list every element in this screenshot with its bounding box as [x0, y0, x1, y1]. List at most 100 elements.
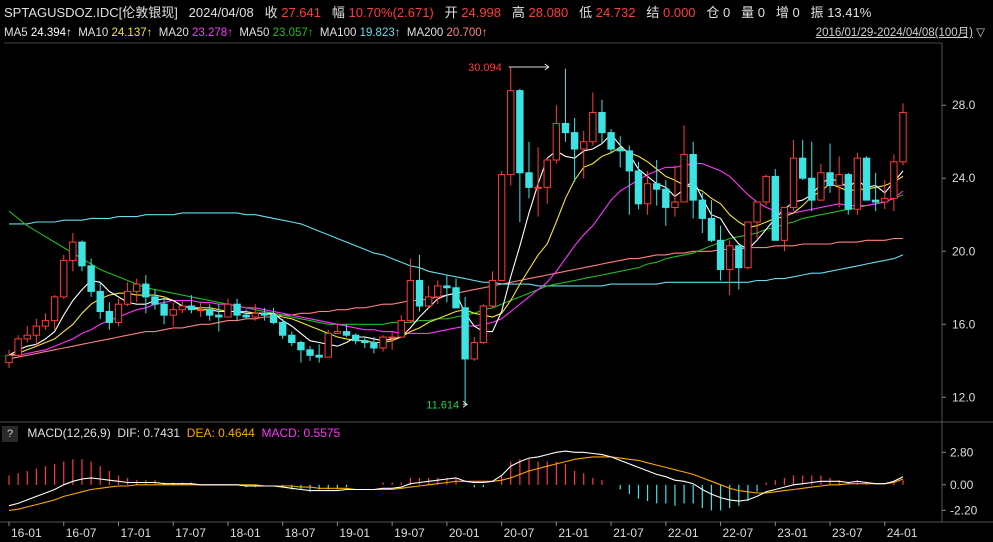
quote-header: SPTAGUSDOZ.IDC[伦敦银现] 2024/04/08 收 27.641… [4, 3, 871, 23]
oi-label: 仓 [706, 5, 720, 20]
candle-body-down [233, 303, 241, 316]
ma50-value: 23.057↑ [272, 27, 314, 39]
open-value: 24.998 [461, 5, 502, 20]
price-tick-label: 16.0 [952, 317, 976, 331]
ma200-value: 20.700↑ [446, 27, 488, 39]
ma100-label: MA100 [319, 27, 357, 39]
candle-body-up [133, 283, 141, 292]
candle-body-down [297, 342, 305, 351]
low-label: 低 [579, 5, 593, 20]
candle-body-down [269, 314, 278, 323]
time-tick-label: 17-01 [120, 526, 151, 540]
dea-label: DEA: [186, 426, 215, 440]
candle-body-up [397, 320, 405, 338]
candle-body-up [890, 161, 898, 199]
candle-body-up [680, 154, 688, 203]
candle-body-up [671, 201, 679, 208]
candle-body-down [798, 157, 807, 179]
macd-tick-label: -2.20 [950, 503, 978, 517]
candle-body-up [23, 334, 31, 340]
candle-body-down [808, 177, 816, 201]
candle-body-down [570, 132, 579, 150]
candle-body-up [434, 285, 442, 298]
indicator-help-button[interactable]: ? [2, 426, 18, 442]
candle-body-up [333, 331, 342, 334]
time-tick-label: 21-01 [558, 526, 589, 540]
time-tick-label: 23-07 [832, 526, 863, 540]
candle-body-up [507, 90, 515, 176]
candle-body-up [534, 186, 542, 189]
candle-body-up [881, 197, 889, 203]
candle-body-down [625, 150, 634, 172]
candle-body-up [60, 259, 68, 298]
candle-body-down [87, 265, 95, 292]
candle-body-down [187, 305, 196, 311]
macd-value: 0.5575 [303, 426, 341, 440]
candle-body-up [224, 303, 232, 318]
ma10-value: 24.137↑ [111, 27, 153, 39]
macd-label: MACD: [261, 426, 301, 440]
symbol-name: SPTAGUSDOZ.IDC[伦敦银现] [4, 5, 178, 20]
ma5-line [8, 133, 904, 356]
candle-body-down [844, 174, 852, 210]
candle-body-down [351, 334, 360, 342]
time-tick-label: 16-07 [66, 526, 97, 540]
time-tick-label: 23-01 [777, 526, 808, 540]
time-tick-label: 16-01 [11, 526, 42, 540]
candle-body-up [552, 122, 561, 161]
candle-body-down [342, 331, 351, 336]
ma5-value: 24.394↑ [30, 27, 72, 39]
macd-header: ? MACD(12,26,9) DIF: 0.7431 DEA: 0.4644 … [0, 424, 340, 442]
candle-body-up [762, 175, 770, 203]
candle-body-down [361, 340, 369, 344]
high-value: 28.080 [528, 5, 569, 20]
candle-body-up [178, 305, 187, 311]
candle-body-down [315, 354, 323, 358]
candle-body-up [114, 303, 123, 323]
candle-body-up [388, 336, 396, 339]
candle-body-up [14, 338, 22, 356]
candle-body-down [662, 188, 670, 208]
high-marker-arrow [544, 63, 550, 71]
candle-body-up [169, 309, 177, 316]
macd-tick-label: 0.00 [950, 478, 974, 492]
oi-value: 0 [723, 5, 731, 20]
candle-body-up [543, 159, 551, 188]
candle-body-up [488, 279, 497, 307]
candle-body-down [142, 283, 150, 298]
ma50-label: MA50 [239, 27, 270, 39]
time-tick-label: 17-07 [175, 526, 206, 540]
candle-body-down [151, 296, 159, 305]
inc-label: 增 [775, 5, 789, 20]
candle-body-down [105, 310, 114, 323]
candle-body-down [415, 279, 424, 307]
candle-body-up [406, 279, 415, 322]
candle-body-down [689, 154, 697, 201]
candle-body-up [69, 241, 77, 261]
high-marker-label: 30.094 [468, 62, 502, 74]
range-dropdown-icon[interactable]: ▽ [976, 27, 985, 39]
amp-value: 10.70%(2.671) [348, 5, 434, 20]
time-tick-label: 20-07 [504, 526, 535, 540]
candle-body-down [771, 175, 779, 241]
time-tick-label: 22-01 [668, 526, 699, 540]
candle-body-down [634, 170, 643, 205]
candle-body-up [5, 354, 13, 364]
candle-body-down [707, 217, 716, 241]
high-label: 高 [511, 5, 525, 20]
candle-body-up [41, 320, 50, 327]
ma20-label: MA20 [158, 27, 189, 39]
time-tick-label: 22-07 [723, 526, 754, 540]
settle-value: 0.000 [663, 5, 696, 20]
date-range-selector[interactable]: 2016/01/29-2024/04/08(100月) [815, 27, 973, 39]
candle-body-up [789, 157, 798, 208]
candle-body-down [242, 314, 250, 318]
candle-body-up [835, 174, 843, 187]
candle-body-down [215, 314, 223, 318]
ma10-label: MA10 [78, 27, 109, 39]
candle-body-down [871, 199, 880, 203]
ma-legend: MA5 24.394↑ MA10 24.137↑ MA20 23.278↑ MA… [4, 25, 989, 41]
quote-date: 2024/04/08 [188, 5, 254, 20]
candle-body-down [370, 342, 378, 349]
